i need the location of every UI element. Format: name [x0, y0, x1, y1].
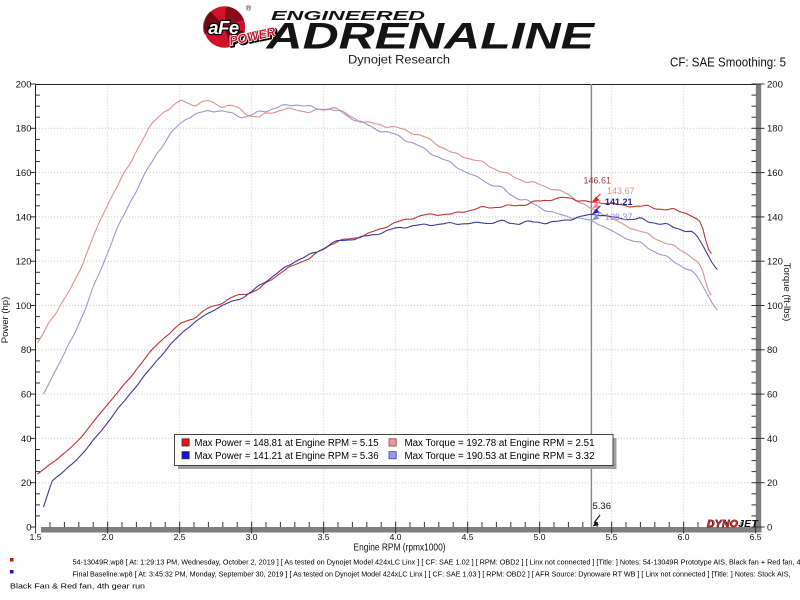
svg-text:Power (hp): Power (hp)	[0, 297, 11, 343]
svg-text:160: 160	[767, 168, 783, 179]
svg-text:100: 100	[16, 301, 32, 312]
svg-text:40: 40	[767, 434, 778, 445]
svg-text:146.61: 146.61	[583, 176, 611, 186]
svg-text:140: 140	[767, 212, 783, 223]
svg-text:ADRENALINE: ADRENALINE	[265, 15, 595, 57]
svg-text:0: 0	[767, 522, 772, 533]
svg-text:180: 180	[16, 124, 32, 135]
svg-text:6.0: 6.0	[678, 532, 690, 542]
svg-text:2.0: 2.0	[102, 532, 114, 542]
svg-text:Black Fan & Red fan, 4th gear: Black Fan & Red fan, 4th gear run	[10, 582, 145, 591]
svg-text:138.37: 138.37	[605, 212, 633, 222]
svg-text:3.0: 3.0	[246, 532, 258, 542]
svg-text:5.5: 5.5	[606, 532, 618, 542]
svg-text:80: 80	[21, 345, 32, 356]
svg-text:1.5: 1.5	[30, 532, 42, 542]
svg-text:ENGINEERED: ENGINEERED	[271, 8, 426, 23]
svg-text:200: 200	[16, 79, 32, 90]
svg-text:54-13049R.wp8 [ At: 1:29:13 PM: 54-13049R.wp8 [ At: 1:29:13 PM, Wednesda…	[73, 558, 800, 567]
svg-text:6.5: 6.5	[750, 532, 762, 542]
svg-text:DYNOJET: DYNOJET	[707, 518, 759, 530]
svg-text:60: 60	[767, 390, 778, 401]
svg-text:20: 20	[767, 478, 778, 489]
svg-text:5.0: 5.0	[534, 532, 546, 542]
svg-text:5.36: 5.36	[593, 501, 612, 512]
svg-text:Max Power = 141.21 at Engine R: Max Power = 141.21 at Engine RPM = 5.36	[195, 451, 379, 462]
svg-text:Dynojet Research: Dynojet Research	[348, 55, 450, 67]
svg-text:180: 180	[767, 124, 783, 135]
svg-text:0: 0	[26, 522, 31, 533]
svg-text:141.21: 141.21	[605, 197, 633, 207]
svg-text:2.5: 2.5	[174, 532, 186, 542]
svg-text:®: ®	[246, 5, 252, 13]
svg-text:200: 200	[767, 79, 783, 90]
svg-text:Final Baseline.wp8 [ At: 3:45:: Final Baseline.wp8 [ At: 3:45:32 PM, Mon…	[73, 570, 791, 579]
svg-text:Max Power = 148.81 at Engine R: Max Power = 148.81 at Engine RPM = 5.15	[195, 438, 379, 449]
svg-text:80: 80	[767, 345, 778, 356]
svg-text:aFe: aFe	[208, 17, 239, 38]
svg-text:CF: SAE Smoothing: 5: CF: SAE Smoothing: 5	[670, 55, 786, 70]
svg-text:3.5: 3.5	[318, 532, 330, 542]
svg-text:160: 160	[16, 168, 32, 179]
svg-text:100: 100	[767, 301, 783, 312]
svg-text:120: 120	[16, 257, 32, 268]
svg-text:120: 120	[767, 257, 783, 268]
svg-text:4.5: 4.5	[462, 532, 474, 542]
svg-text:60: 60	[21, 390, 32, 401]
svg-text:140: 140	[16, 212, 32, 223]
svg-text:Torque (ft-lbs): Torque (ft-lbs)	[781, 263, 792, 322]
svg-text:143.67: 143.67	[607, 186, 635, 196]
svg-text:Max Torque = 190.53 at Engine: Max Torque = 190.53 at Engine RPM = 3.32	[405, 451, 595, 462]
svg-text:40: 40	[21, 434, 32, 445]
svg-text:4.0: 4.0	[390, 532, 402, 542]
svg-text:Engine RPM (rpmx1000): Engine RPM (rpmx1000)	[354, 543, 446, 554]
svg-text:Max Torque = 192.78 at Engine: Max Torque = 192.78 at Engine RPM = 2.51	[405, 438, 595, 449]
svg-text:20: 20	[21, 478, 32, 489]
